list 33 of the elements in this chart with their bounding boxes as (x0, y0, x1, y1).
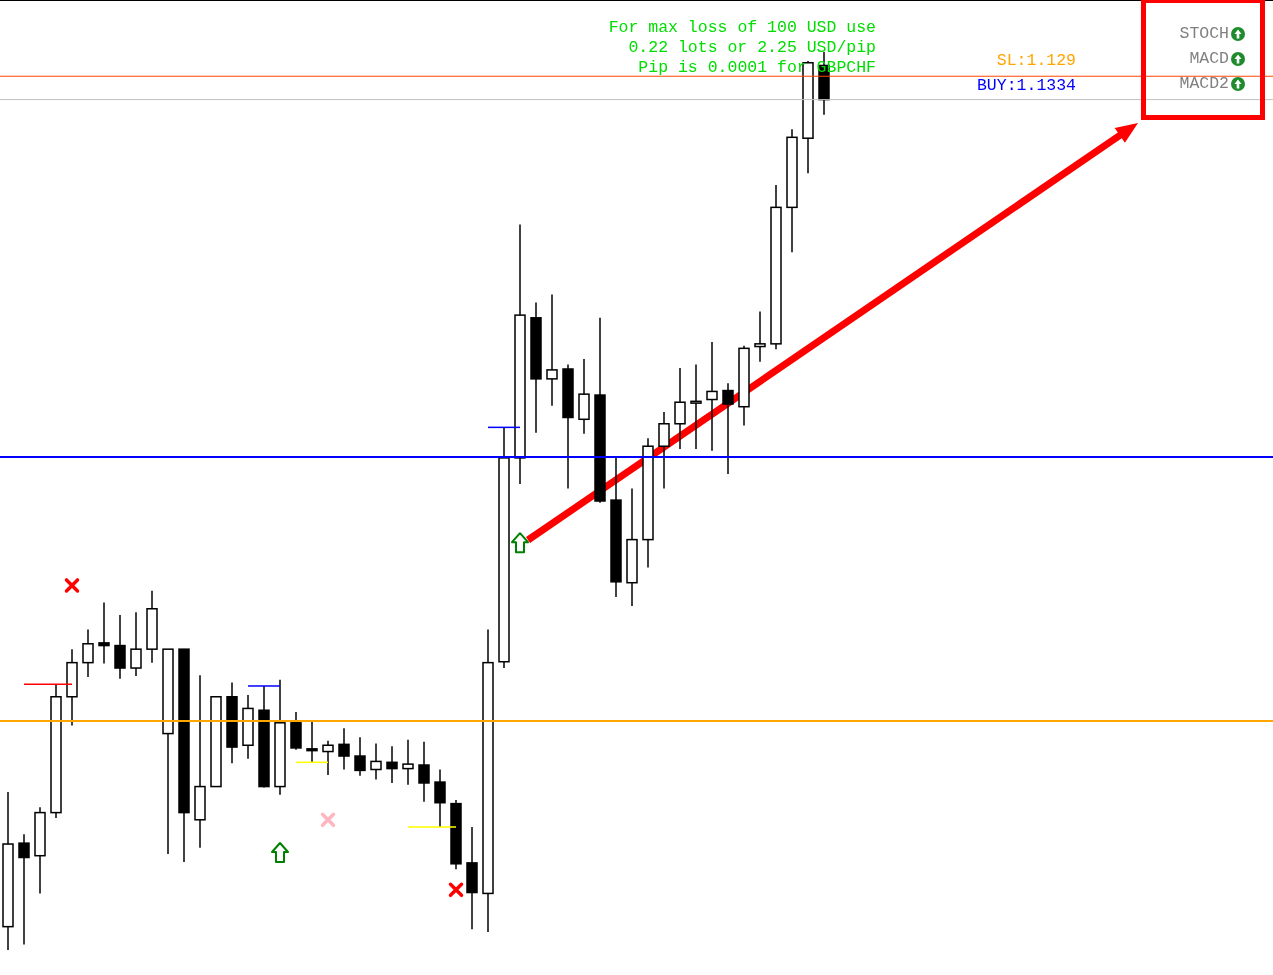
point (271, 842, 289, 864)
candlestick (706, 341, 718, 452)
candlestick (386, 745, 398, 784)
candlestick (370, 742, 382, 781)
point (64, 578, 80, 593)
candlestick (114, 614, 126, 680)
candlestick (674, 367, 686, 450)
candlestick (754, 310, 766, 363)
candlestick (722, 382, 734, 475)
candlestick (402, 739, 414, 786)
candlestick (18, 833, 30, 946)
candlestick (130, 611, 142, 677)
text: MACD (1189, 48, 1229, 70)
candlestick (546, 293, 558, 407)
point (448, 882, 464, 898)
candlestick (434, 768, 446, 828)
candlestick (690, 363, 702, 450)
candlestick (418, 740, 430, 803)
candlestick (98, 601, 110, 665)
text: For max loss of 100 USD use (608, 18, 876, 38)
candlestick (354, 736, 366, 777)
candlestick (322, 740, 334, 776)
text: SL:1.129 (995, 50, 1076, 72)
candlestick (338, 727, 350, 771)
text: MACD2 (1179, 73, 1229, 95)
annotation: 0.22 lots or 2.25 USD/pip (627, 38, 876, 58)
text: STOCH (1179, 23, 1229, 45)
point (511, 532, 529, 554)
point (320, 812, 336, 828)
candlestick (82, 628, 94, 678)
candlestick (306, 719, 318, 764)
candlestick (658, 411, 670, 490)
text: BUY:1.1334 (976, 75, 1076, 97)
